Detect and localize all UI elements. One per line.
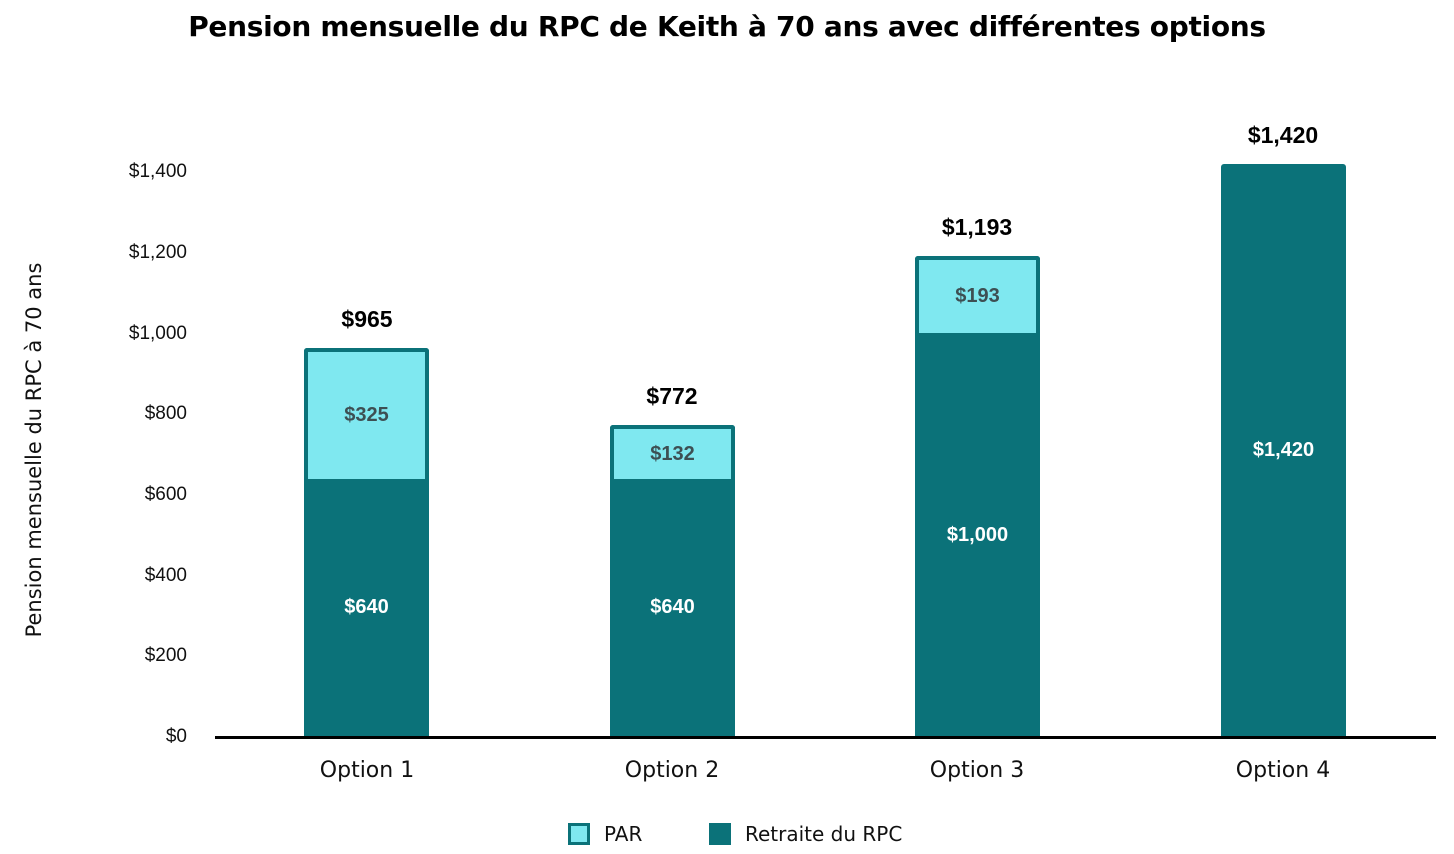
legend-item-par[interactable]: PAR	[568, 822, 642, 846]
y-tick: $200	[144, 645, 187, 666]
x-axis-line	[215, 736, 1436, 739]
y-tick: $1,400	[128, 161, 187, 182]
legend-label-par: PAR	[604, 822, 643, 846]
y-tick: $0	[165, 726, 187, 747]
segment-par: $325	[304, 347, 429, 479]
segment-par: $193	[915, 255, 1040, 334]
bar-option-1[interactable]: $640 $325	[304, 347, 429, 737]
legend-swatch-par	[568, 823, 590, 845]
y-tick: $400	[144, 565, 187, 586]
chart-title: Pension mensuelle du RPC de Keith à 70 a…	[188, 10, 1266, 43]
total-label-option-1: $965	[341, 305, 393, 332]
segment-retraite-rpc: $1,420	[1221, 163, 1346, 737]
segment-retraite-rpc: $1,000	[915, 333, 1040, 737]
y-axis-label: Pension mensuelle du RPC à 70 ans	[22, 262, 46, 638]
total-label-option-2: $772	[646, 383, 698, 410]
segment-par: $132	[610, 425, 735, 479]
y-tick: $1,000	[128, 323, 187, 344]
x-tick-option-1: Option 1	[319, 758, 415, 783]
y-tick: $600	[144, 484, 187, 505]
x-tick-option-2: Option 2	[624, 758, 720, 783]
legend-item-retraite-rpc[interactable]: Retraite du RPC	[709, 822, 902, 846]
legend-label-retraite-rpc: Retraite du RPC	[745, 822, 903, 846]
y-tick: $1,200	[128, 242, 187, 263]
y-tick: $800	[144, 403, 187, 424]
segment-retraite-rpc: $640	[610, 478, 735, 737]
x-tick-option-4: Option 4	[1235, 758, 1331, 783]
bar-option-4[interactable]: $1,420	[1221, 163, 1346, 737]
bar-option-3[interactable]: $1,000 $193	[915, 255, 1040, 737]
segment-retraite-rpc: $640	[304, 478, 429, 737]
x-tick-option-3: Option 3	[929, 758, 1025, 783]
bar-option-2[interactable]: $640 $132	[610, 425, 735, 737]
legend-swatch-retraite-rpc	[709, 823, 731, 845]
total-label-option-4: $1,420	[1247, 121, 1319, 148]
total-label-option-3: $1,193	[941, 213, 1013, 240]
